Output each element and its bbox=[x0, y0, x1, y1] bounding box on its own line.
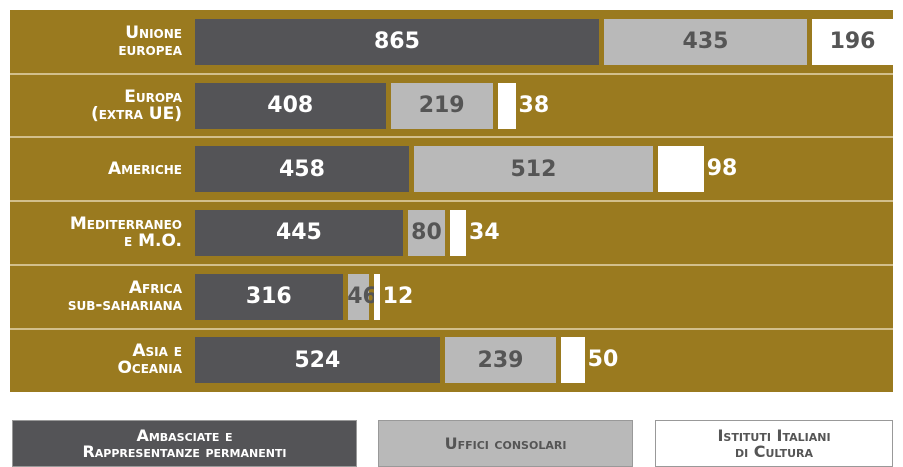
value-label: 98 bbox=[706, 156, 738, 182]
bar bbox=[195, 209, 403, 256]
category-label: Unione europea bbox=[118, 22, 182, 60]
category-label: Europa (extra UE) bbox=[90, 86, 182, 124]
value-label: 34 bbox=[469, 219, 500, 245]
bar bbox=[390, 82, 493, 129]
row-separator bbox=[10, 263, 893, 266]
row-separator bbox=[10, 136, 893, 139]
legend-item: Istituti Italiani di Cultura bbox=[655, 420, 893, 467]
row-separator bbox=[10, 200, 893, 203]
bar bbox=[374, 273, 380, 320]
bar bbox=[812, 18, 893, 65]
category-label: Africa sub-sahariana bbox=[67, 277, 182, 315]
value-label: 38 bbox=[518, 92, 550, 118]
category-label: Asia e Oceania bbox=[117, 341, 182, 379]
value-label: 50 bbox=[587, 347, 619, 373]
bar bbox=[603, 18, 808, 65]
bar bbox=[347, 273, 370, 320]
value-label: 12 bbox=[382, 283, 414, 309]
bar bbox=[657, 146, 704, 193]
bar bbox=[195, 146, 409, 193]
bar bbox=[561, 337, 585, 384]
bar bbox=[450, 209, 467, 256]
legend-item: Uffici consolari bbox=[378, 420, 633, 467]
bar bbox=[195, 273, 343, 320]
legend-item: Ambasciate e Rappresentanze permanenti bbox=[12, 420, 357, 467]
bar bbox=[195, 82, 386, 129]
bar bbox=[407, 209, 446, 256]
row-separator bbox=[10, 327, 893, 330]
category-label: Mediterraneo e M.O. bbox=[69, 213, 182, 251]
bar bbox=[195, 337, 440, 384]
row-separator bbox=[10, 72, 893, 75]
bar bbox=[444, 337, 557, 384]
bar bbox=[195, 18, 599, 65]
bar bbox=[413, 146, 653, 193]
category-label: Americhe bbox=[107, 158, 182, 179]
bar bbox=[497, 82, 516, 129]
